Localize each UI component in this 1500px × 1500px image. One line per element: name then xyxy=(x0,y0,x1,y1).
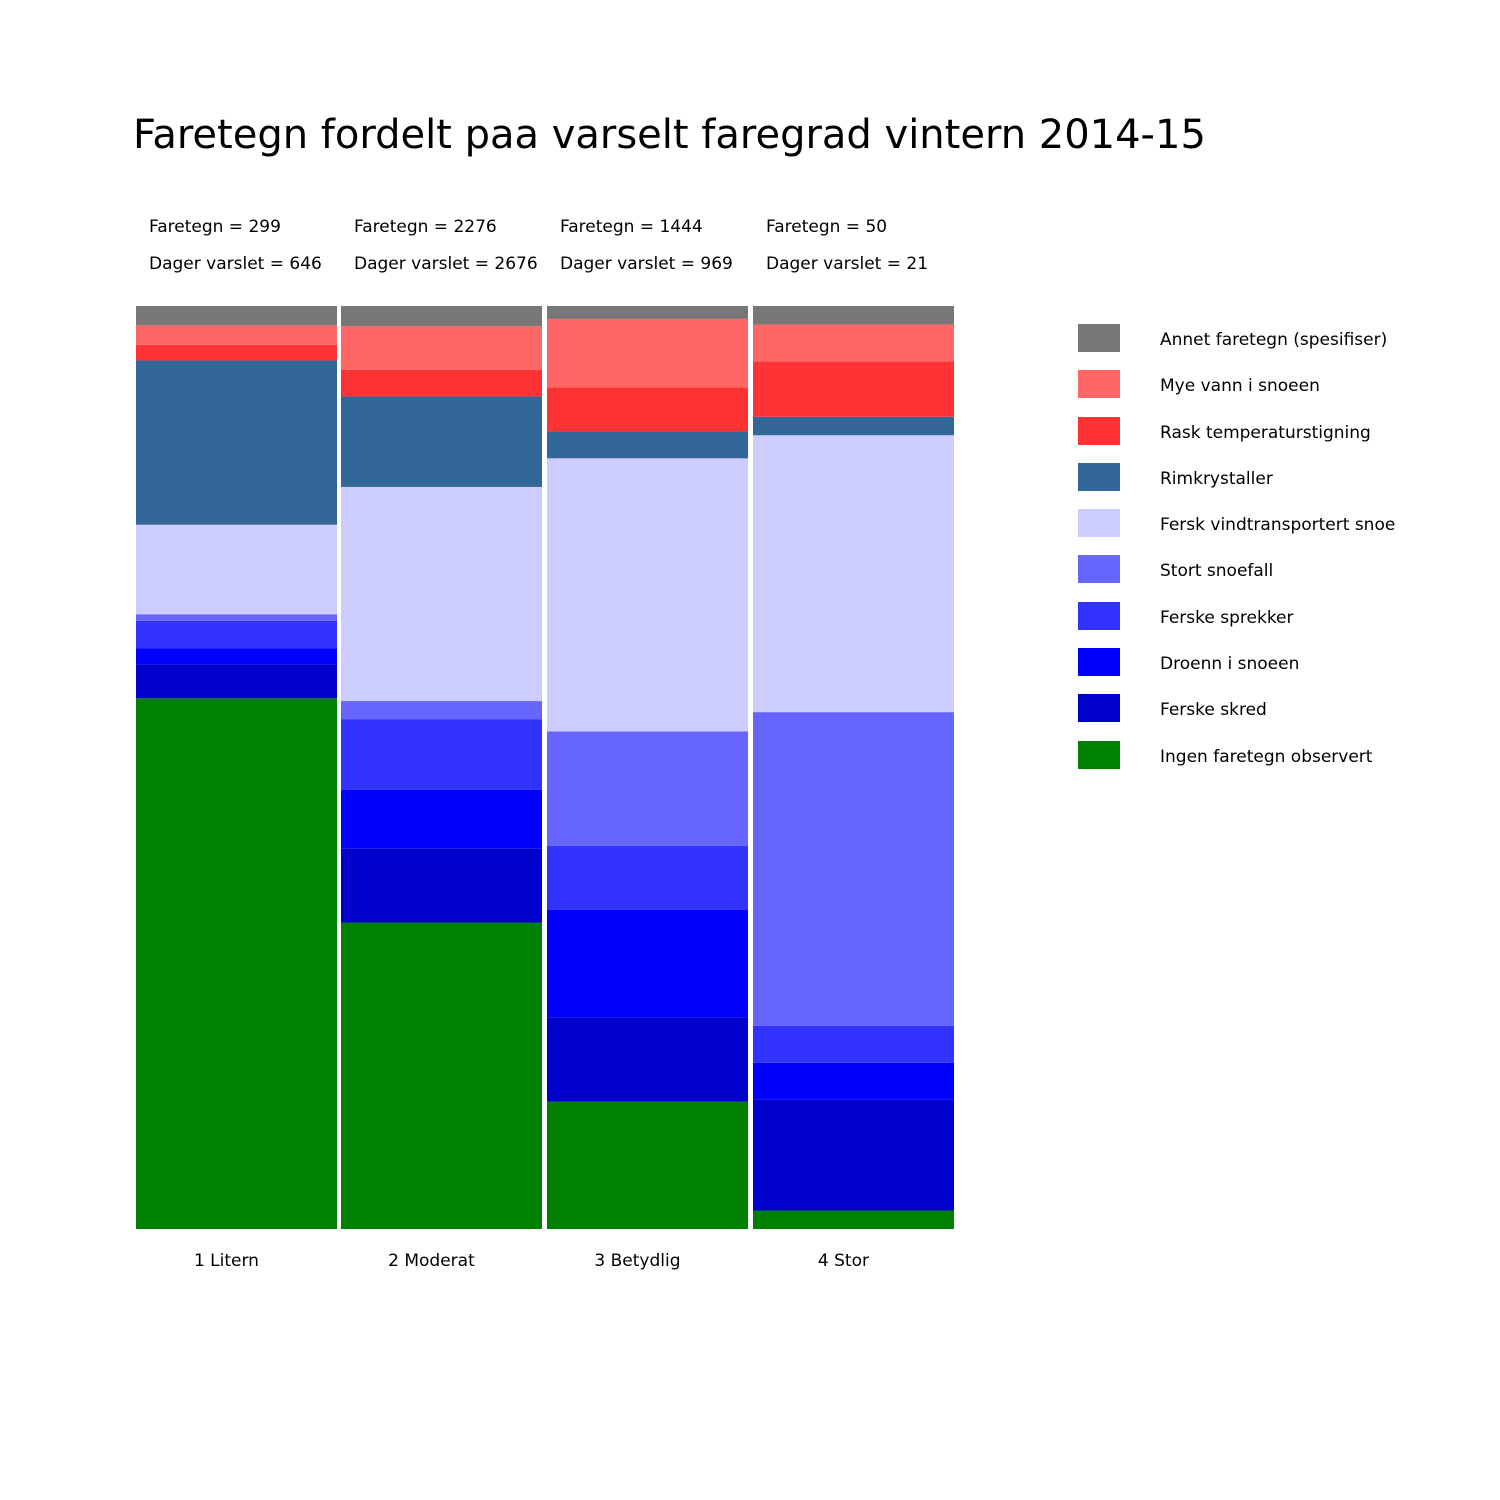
bar-segment-3-6 xyxy=(547,458,748,732)
chart-title: Faretegn fordelt paa varselt faregrad vi… xyxy=(133,112,1206,158)
bar-segment-2-2 xyxy=(341,848,542,923)
bar-segment-1-3 xyxy=(136,648,337,665)
x-tick-label: 4 Stor xyxy=(818,1251,869,1271)
bar-segment-4-8 xyxy=(753,361,954,417)
bar-segment-1-7 xyxy=(136,360,337,525)
bar-segment-4-3 xyxy=(753,1062,954,1100)
bar-segment-3-2 xyxy=(547,1017,748,1102)
bar-segment-1-1 xyxy=(136,698,337,1229)
legend-swatch xyxy=(1078,648,1120,677)
legend-label: Ferske sprekker xyxy=(1160,607,1294,628)
bar-segment-1-2 xyxy=(136,664,337,699)
bar-segment-2-8 xyxy=(341,369,542,397)
bar-segment-2-7 xyxy=(341,396,542,487)
bar-segment-3-3 xyxy=(547,909,748,1018)
legend-swatch xyxy=(1078,462,1120,491)
bar-segment-3-5 xyxy=(547,731,748,846)
faretegn-count-label: Faretegn = 1444 xyxy=(560,217,703,237)
dager-varslet-label: Dager varslet = 646 xyxy=(149,254,322,274)
bar-segment-1-5 xyxy=(136,614,337,621)
legend-swatch xyxy=(1078,370,1120,399)
faretegn-count-label: Faretegn = 299 xyxy=(149,217,281,237)
bar-segment-2-5 xyxy=(341,701,542,720)
bar-segment-2-6 xyxy=(341,486,542,702)
bar-segment-1-6 xyxy=(136,524,337,615)
bar-segment-1-8 xyxy=(136,344,337,361)
legend-swatch xyxy=(1078,601,1120,630)
dager-varslet-label: Dager varslet = 2676 xyxy=(354,254,538,274)
legend-label: Mye vann i snoeen xyxy=(1160,376,1320,397)
bar-segment-4-4 xyxy=(753,1025,954,1063)
legend-swatch xyxy=(1078,694,1120,723)
bar-segment-2-9 xyxy=(341,326,542,370)
x-tick-label: 3 Betydlig xyxy=(594,1251,680,1271)
x-tick-label: 1 Litern xyxy=(194,1251,259,1271)
bar-segment-2-10 xyxy=(341,306,542,327)
legend-swatch xyxy=(1078,740,1120,769)
legend-label: Ferske skred xyxy=(1160,700,1267,721)
bar-segment-3-4 xyxy=(547,845,748,910)
bar-segment-4-1 xyxy=(753,1210,954,1229)
bar-segment-1-9 xyxy=(136,325,337,345)
bar-segment-4-10 xyxy=(753,306,954,325)
bar-segment-1-4 xyxy=(136,620,337,649)
legend-swatch xyxy=(1078,324,1120,352)
faretegn-count-label: Faretegn = 2276 xyxy=(354,217,497,237)
legend-label: Rask temperaturstigning xyxy=(1160,422,1371,443)
legend-swatch xyxy=(1078,555,1120,584)
bar-segment-4-2 xyxy=(753,1099,954,1211)
dager-varslet-label: Dager varslet = 21 xyxy=(766,254,928,274)
bar-segment-4-7 xyxy=(753,416,954,436)
bar-segment-3-10 xyxy=(547,306,748,319)
legend-label: Annet faretegn (spesifiser) xyxy=(1160,330,1388,350)
legend-label: Fersk vindtransportert snoe xyxy=(1160,515,1396,536)
bar-segment-3-8 xyxy=(547,387,748,432)
bar-segment-4-9 xyxy=(753,324,954,362)
x-tick-label: 2 Moderat xyxy=(388,1251,475,1271)
bar-segment-3-7 xyxy=(547,431,748,459)
bar-segment-2-4 xyxy=(341,719,542,790)
legend-swatch xyxy=(1078,509,1120,538)
legend-swatch xyxy=(1078,416,1120,445)
legend-label: Droenn i snoeen xyxy=(1160,654,1300,675)
bar-segment-3-9 xyxy=(547,318,748,388)
bar-segment-2-3 xyxy=(341,789,542,849)
dager-varslet-label: Dager varslet = 969 xyxy=(560,254,733,274)
bar-segment-4-5 xyxy=(753,712,954,1026)
faretegn-count-label: Faretegn = 50 xyxy=(766,217,887,237)
legend-label: Stort snoefall xyxy=(1160,561,1274,582)
bar-segment-2-1 xyxy=(341,922,542,1229)
bar-segment-1-10 xyxy=(136,306,337,326)
legend-label: Rimkrystaller xyxy=(1160,468,1273,489)
legend-label: Ingen faretegn observert xyxy=(1160,746,1373,767)
bar-segment-3-1 xyxy=(547,1101,748,1229)
bar-segment-4-6 xyxy=(753,435,954,713)
